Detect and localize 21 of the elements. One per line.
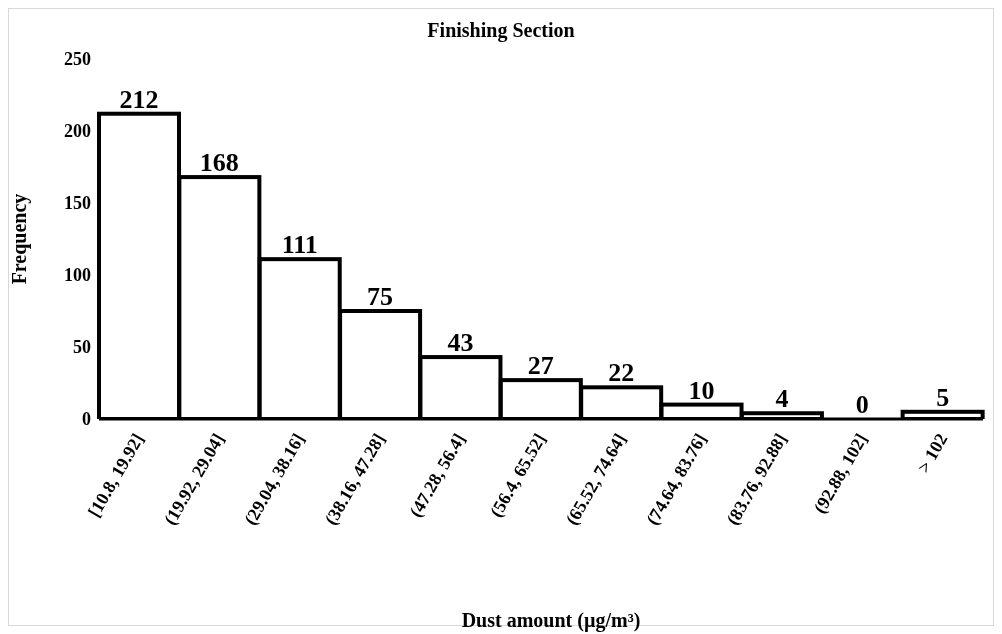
chart-title: Finishing Section <box>426 18 576 44</box>
x-axis-title: Dust amount (µg/m³) <box>460 609 642 632</box>
x-tick-label: > 102 <box>913 430 952 477</box>
data-label: 212 <box>119 84 159 114</box>
data-label: 0 <box>855 390 869 419</box>
data-label: 75 <box>367 282 394 311</box>
y-tick-label: 150 <box>64 193 91 214</box>
y-axis-title: Frequency <box>8 193 32 285</box>
data-label: 111 <box>281 230 318 260</box>
y-tick-label: 100 <box>64 265 91 286</box>
data-label: 5 <box>936 382 950 412</box>
y-tick-label: 200 <box>64 121 91 142</box>
data-label: 27 <box>527 351 554 381</box>
data-label: 43 <box>447 328 474 358</box>
y-tick-label: 250 <box>64 49 91 70</box>
data-label: 22 <box>608 358 635 388</box>
data-label: 4 <box>775 384 789 414</box>
y-tick-label: 50 <box>73 337 91 358</box>
y-tick-label: 0 <box>82 409 91 430</box>
data-label: 168 <box>199 148 239 178</box>
data-label: 10 <box>688 375 715 405</box>
